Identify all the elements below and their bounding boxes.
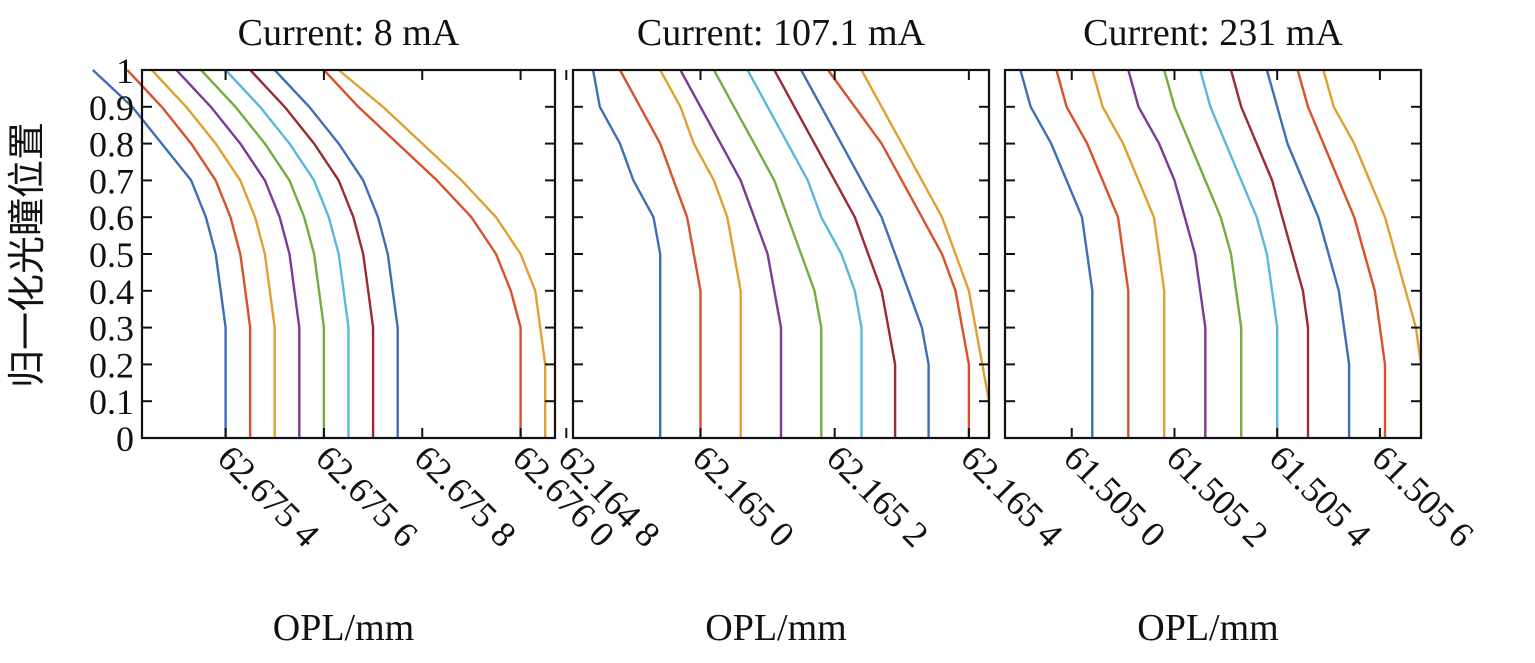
series-line-7 <box>773 69 897 438</box>
series-line-7 <box>1229 69 1310 438</box>
series-line-6 <box>224 69 350 438</box>
series-line-9 <box>827 69 971 438</box>
series-line-5 <box>200 69 326 438</box>
y-tick-label: 1 <box>116 51 134 91</box>
series-line-8 <box>800 69 930 438</box>
x-tick-label: 62.675 4 <box>210 437 327 554</box>
x-tick-label: 61.505 4 <box>1262 437 1379 554</box>
x-tick-label: 62.675 8 <box>407 437 524 554</box>
plot-frame <box>1003 68 1423 440</box>
y-tick-label: 0.8 <box>89 125 134 165</box>
series-line-1 <box>591 69 662 438</box>
x-tick-label: 61.505 2 <box>1159 437 1276 554</box>
y-tick-label: 0.2 <box>89 345 134 385</box>
y-tick-label: 0.1 <box>89 382 134 422</box>
y-axis-label: 归一化光瞳位置 <box>7 122 49 388</box>
y-tick-label: 0.5 <box>89 235 134 275</box>
series-line-10 <box>860 69 991 438</box>
series-line-7 <box>249 69 375 438</box>
x-tick-label: 61.505 6 <box>1364 437 1481 554</box>
y-tick-label: 0.7 <box>89 161 134 201</box>
series-line-4 <box>1127 69 1207 438</box>
series-line-2 <box>618 69 702 438</box>
series-line-5 <box>712 69 823 438</box>
x-tick-label: 62.165 4 <box>953 437 1070 554</box>
panel-title: Current: 107.1 mA <box>637 12 926 54</box>
chart-panels: Current: 8 mA 00.10.20.30.40.50.60.70.80.… <box>89 12 1482 649</box>
series-line-1 <box>91 69 227 438</box>
y-tick-label: 0 <box>116 419 134 459</box>
x-axis-label: OPL/mm <box>273 607 414 649</box>
series-line-3 <box>659 69 742 438</box>
x-tick-label: 61.505 0 <box>1056 437 1173 554</box>
series-line-8 <box>1265 69 1351 438</box>
x-tick-label: 62.165 0 <box>685 437 802 554</box>
y-tick-label: 0.9 <box>89 88 134 128</box>
panel-1: Current: 8 mA 00.10.20.30.40.50.60.70.80.… <box>89 12 622 649</box>
series-line-9 <box>323 69 522 438</box>
panel-3: Current: 231 mA 61.505 061.505 261.505 46… <box>1003 12 1482 649</box>
series-line-10 <box>1322 69 1423 438</box>
panel-title: Current: 8 mA <box>238 12 460 54</box>
x-tick-label: 62.675 6 <box>308 437 425 554</box>
series-line-3 <box>150 69 276 438</box>
y-tick-label: 0.4 <box>89 272 134 312</box>
series-line-2 <box>1055 69 1130 438</box>
series-line-1 <box>1019 69 1094 438</box>
series-line-3 <box>1091 69 1166 438</box>
series-line-6 <box>1199 69 1279 438</box>
x-tick-label: 62.165 2 <box>819 437 936 554</box>
series-line-4 <box>175 69 301 438</box>
series-line-6 <box>746 69 863 438</box>
x-axis-label: OPL/mm <box>1137 607 1278 649</box>
series-line-9 <box>1296 69 1387 438</box>
x-axis-label: OPL/mm <box>705 607 846 649</box>
y-tick-label: 0.6 <box>89 198 134 238</box>
series-line-2 <box>126 69 252 438</box>
y-tick-label: 0.3 <box>89 309 134 349</box>
series-line-5 <box>1163 69 1243 438</box>
series-line-8 <box>273 69 399 438</box>
series-line-10 <box>337 69 547 438</box>
series-line-4 <box>679 69 783 438</box>
panel-title: Current: 231 mA <box>1083 12 1343 54</box>
